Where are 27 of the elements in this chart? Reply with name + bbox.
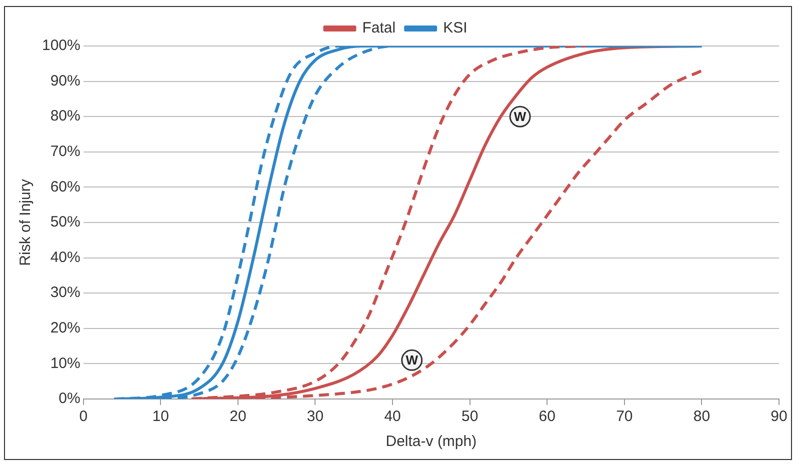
- y-tick-label: 20%: [50, 320, 80, 337]
- annotation: W: [514, 109, 527, 124]
- x-tick-label: 0: [79, 408, 88, 426]
- y-tick-label: 100%: [42, 37, 80, 54]
- x-tick-label: 80: [693, 408, 710, 426]
- y-tick-label: 0%: [58, 390, 80, 408]
- y-tick-label: 50%: [50, 214, 80, 231]
- y-tick-label: 80%: [50, 108, 80, 125]
- x-tick-label: 70: [616, 408, 633, 426]
- x-tick-label: 40: [384, 408, 401, 426]
- y-axis-title: Risk of Injury: [17, 178, 34, 266]
- legend-label: Fatal: [362, 20, 396, 37]
- y-tick-label: 30%: [50, 284, 80, 302]
- x-tick-label: 60: [538, 408, 556, 426]
- y-tick-label: 10%: [50, 354, 80, 372]
- x-axis-title: Delta-v (mph): [386, 433, 477, 450]
- y-tick-label: 90%: [50, 72, 80, 90]
- x-tick-label: 50: [461, 408, 478, 426]
- y-tick-label: 70%: [50, 143, 80, 160]
- legend-label: KSI: [443, 20, 468, 37]
- annotation: W: [406, 352, 419, 368]
- x-tick-label: 10: [152, 408, 169, 426]
- x-tick-label: 90: [770, 408, 788, 426]
- y-tick-label: 40%: [50, 248, 80, 266]
- x-tick-label: 30: [306, 408, 324, 426]
- y-tick-label: 60%: [50, 178, 80, 196]
- x-tick-label: 20: [230, 408, 246, 426]
